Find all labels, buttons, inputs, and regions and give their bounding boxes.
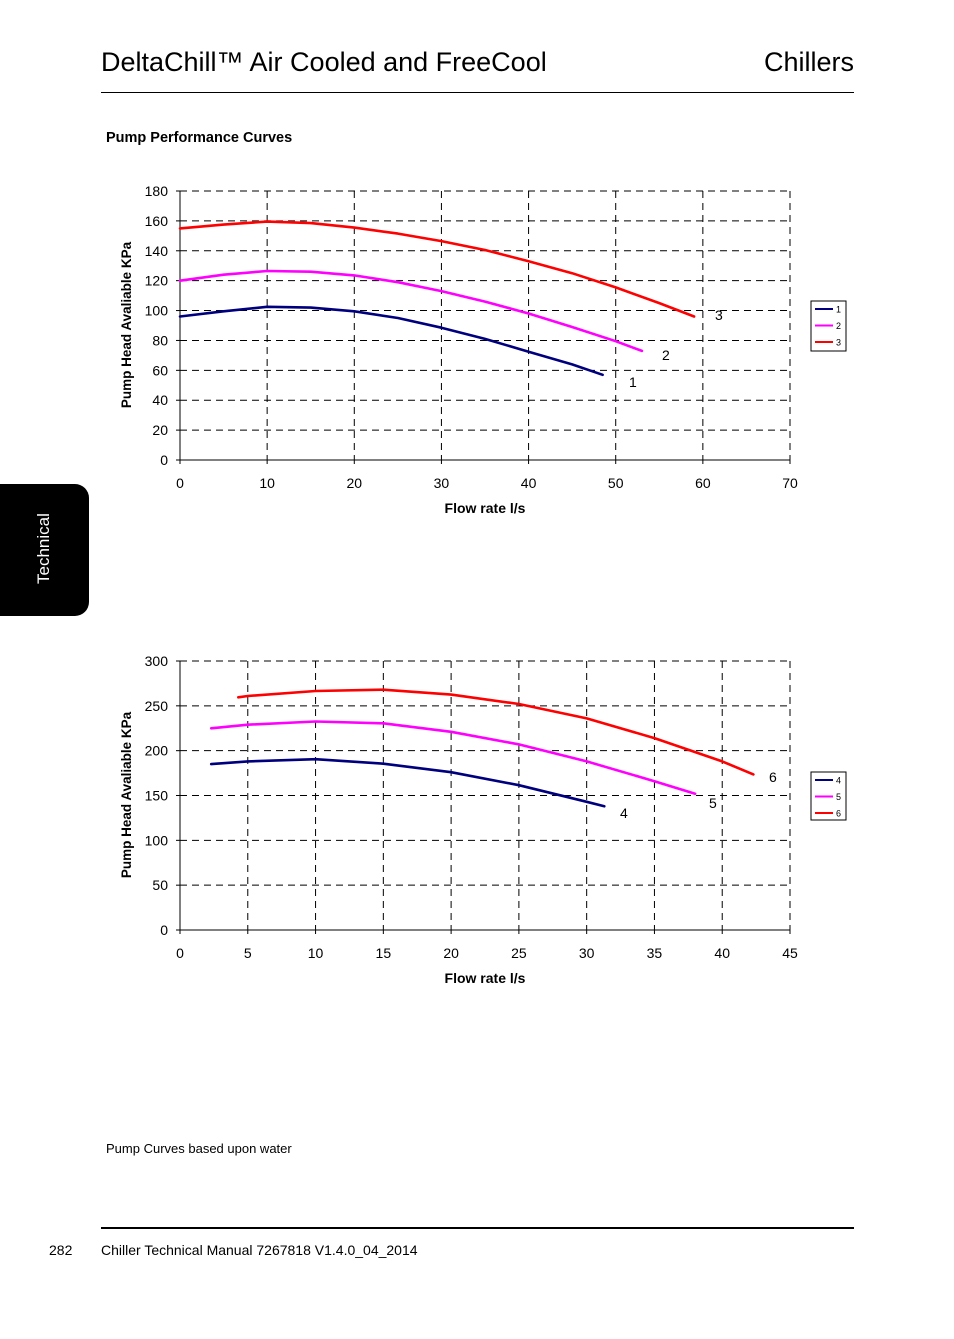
series-line-3 <box>178 220 696 318</box>
x-tick-label: 10 <box>308 945 324 961</box>
y-tick-label: 120 <box>145 273 169 289</box>
x-tick-label: 0 <box>176 475 184 491</box>
document-title: DeltaChill™ Air Cooled and FreeCool <box>101 47 547 77</box>
curve-end-label-3: 3 <box>715 307 723 323</box>
y-tick-label: 140 <box>145 243 169 259</box>
page-number: 282 <box>49 1242 73 1258</box>
y-axis-title: Pump Head Avaliable KPa <box>119 241 134 408</box>
y-tick-label: 200 <box>145 743 169 759</box>
footer-rule <box>101 1227 854 1229</box>
x-axis-title: Flow rate l/s <box>445 500 526 516</box>
x-tick-label: 0 <box>176 945 184 961</box>
x-tick-label: 20 <box>443 945 459 961</box>
x-tick-label: 30 <box>579 945 595 961</box>
legend-label-6: 6 <box>836 809 841 819</box>
side-tab[interactable]: Technical <box>0 484 89 616</box>
x-tick-label: 10 <box>259 475 275 491</box>
legend-label-2: 2 <box>836 321 841 331</box>
y-tick-label: 0 <box>160 452 168 468</box>
legend-label-3: 3 <box>836 338 841 348</box>
series-line-1 <box>178 305 604 377</box>
curve-end-label-6: 6 <box>769 769 777 785</box>
y-tick-label: 80 <box>152 332 168 348</box>
curve-end-label-2: 2 <box>662 347 670 363</box>
curve-end-label-1: 1 <box>629 374 637 390</box>
footer-text: Chiller Technical Manual 7267818 V1.4.0_… <box>101 1242 418 1258</box>
y-tick-label: 20 <box>152 422 168 438</box>
y-tick-label: 100 <box>145 303 169 319</box>
x-tick-label: 40 <box>521 475 537 491</box>
x-tick-label: 5 <box>244 945 252 961</box>
x-tick-label: 30 <box>434 475 450 491</box>
series-line-2 <box>178 269 644 353</box>
x-tick-label: 60 <box>695 475 711 491</box>
x-tick-label: 25 <box>511 945 527 961</box>
header-rule <box>101 92 854 93</box>
y-tick-label: 300 <box>145 653 169 669</box>
series-line-5 <box>209 720 697 795</box>
x-tick-label: 40 <box>714 945 730 961</box>
y-tick-label: 0 <box>160 922 168 938</box>
legend-label-5: 5 <box>836 792 841 802</box>
y-axis-title: Pump Head Avaliable KPa <box>119 711 134 878</box>
y-tick-label: 100 <box>145 832 169 848</box>
x-tick-label: 50 <box>608 475 624 491</box>
series-line-6 <box>237 688 755 776</box>
y-tick-label: 160 <box>145 213 169 229</box>
document-category: Chillers <box>763 47 854 77</box>
y-tick-label: 60 <box>152 362 168 378</box>
y-tick-label: 50 <box>152 877 168 893</box>
curve-end-label-5: 5 <box>709 795 717 811</box>
legend-label-1: 1 <box>836 305 841 315</box>
x-tick-label: 35 <box>647 945 663 961</box>
x-tick-label: 15 <box>376 945 392 961</box>
y-tick-label: 250 <box>145 698 169 714</box>
y-tick-label: 180 <box>145 183 169 199</box>
x-tick-label: 70 <box>782 475 798 491</box>
series-line-4 <box>209 757 606 808</box>
legend-label-4: 4 <box>836 776 841 786</box>
x-tick-label: 45 <box>782 945 798 961</box>
pump-curve-chart-1: 0 20 40 60 80 100 120 140 160 180 0 10 20 30 40 50 60 70 F… <box>119 183 847 516</box>
curve-end-label-4: 4 <box>620 805 628 821</box>
section-title: Pump Performance Curves <box>106 130 293 146</box>
x-tick-label: 20 <box>346 475 362 491</box>
footnote: Pump Curves based upon water <box>106 1141 292 1156</box>
x-axis-title: Flow rate l/s <box>445 970 526 986</box>
y-tick-label: 40 <box>152 392 168 408</box>
y-tick-label: 150 <box>145 788 169 804</box>
